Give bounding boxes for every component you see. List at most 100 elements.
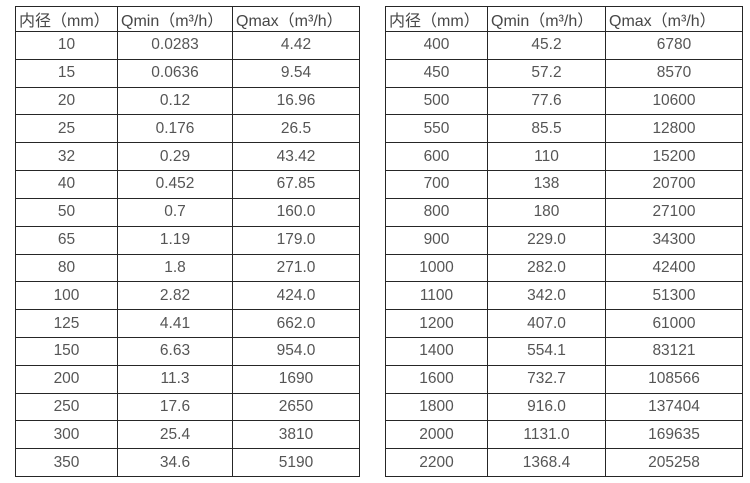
- cell-qmin: 282.0: [487, 253, 606, 283]
- table-row: 32 0.29 43.42: [15, 142, 360, 172]
- cell-diameter: 1200: [385, 309, 488, 338]
- table-row: 10 0.0283 4.42: [15, 31, 360, 60]
- cell-qmin: 77.6: [487, 86, 606, 116]
- cell-diameter: 125: [15, 309, 118, 338]
- cell-qmin: 554.1: [487, 336, 606, 366]
- cell-diameter: 1600: [385, 364, 488, 394]
- cell-qmin: 34.6: [117, 448, 233, 477]
- cell-qmin: 57.2: [487, 58, 606, 88]
- table-row: 150 6.63 954.0: [15, 336, 360, 366]
- table-header: 内径（mm） Qmin（m³/h） Qmax（m³/h）: [15, 6, 360, 32]
- cell-diameter: 600: [385, 142, 488, 172]
- cell-diameter: 15: [15, 58, 118, 88]
- cell-diameter: 1400: [385, 336, 488, 366]
- cell-qmin: 407.0: [487, 309, 606, 338]
- cell-diameter: 800: [385, 197, 488, 227]
- column-header-qmin: Qmin（m³/h）: [117, 6, 233, 32]
- cell-diameter: 550: [385, 114, 488, 144]
- cell-qmax: 9.54: [232, 58, 360, 88]
- cell-qmax: 4.42: [232, 31, 360, 60]
- column-header-qmax: Qmax（m³/h）: [232, 6, 360, 32]
- cell-qmax: 179.0: [232, 225, 360, 255]
- cell-diameter: 100: [15, 281, 118, 311]
- flow-spec-table-large-diameters: 内径（mm） Qmin（m³/h） Qmax（m³/h） 400 45.2 6780 45…: [385, 6, 743, 477]
- cell-qmax: 67.85: [232, 170, 360, 199]
- cell-qmin: 0.12: [117, 86, 233, 116]
- cell-diameter: 32: [15, 142, 118, 172]
- cell-diameter: 1000: [385, 253, 488, 283]
- table-row: 450 57.2 8570: [385, 58, 743, 88]
- table-row: 65 1.19 179.0: [15, 225, 360, 255]
- cell-qmax: 205258: [605, 448, 743, 477]
- cell-qmin: 1368.4: [487, 448, 606, 477]
- cell-qmin: 0.176: [117, 114, 233, 144]
- table-row: 700 138 20700: [385, 170, 743, 199]
- table-row: 125 4.41 662.0: [15, 309, 360, 338]
- table-row: 350 34.6 5190: [15, 448, 360, 477]
- cell-qmin: 138: [487, 170, 606, 199]
- cell-qmax: 10600: [605, 86, 743, 116]
- cell-qmax: 61000: [605, 309, 743, 338]
- cell-qmax: 1690: [232, 364, 360, 394]
- cell-diameter: 300: [15, 420, 118, 450]
- cell-qmax: 2650: [232, 392, 360, 422]
- cell-qmax: 20700: [605, 170, 743, 199]
- table-row: 500 77.6 10600: [385, 86, 743, 116]
- table-row: 100 2.82 424.0: [15, 281, 360, 311]
- cell-qmin: 11.3: [117, 364, 233, 394]
- table-row: 250 17.6 2650: [15, 392, 360, 422]
- cell-qmin: 916.0: [487, 392, 606, 422]
- cell-diameter: 200: [15, 364, 118, 394]
- cell-diameter: 1800: [385, 392, 488, 422]
- cell-qmax: 271.0: [232, 253, 360, 283]
- table-row: 40 0.452 67.85: [15, 170, 360, 199]
- table-row: 800 180 27100: [385, 197, 743, 227]
- table-row: 2200 1368.4 205258: [385, 448, 743, 477]
- cell-qmin: 25.4: [117, 420, 233, 450]
- cell-qmax: 3810: [232, 420, 360, 450]
- cell-qmax: 43.42: [232, 142, 360, 172]
- cell-diameter: 10: [15, 31, 118, 60]
- cell-diameter: 400: [385, 31, 488, 60]
- table-row: 900 229.0 34300: [385, 225, 743, 255]
- column-header-qmin: Qmin（m³/h）: [487, 6, 606, 32]
- cell-qmax: 160.0: [232, 197, 360, 227]
- table-row: 15 0.0636 9.54: [15, 58, 360, 88]
- cell-diameter: 2000: [385, 420, 488, 450]
- cell-qmin: 732.7: [487, 364, 606, 394]
- cell-diameter: 2200: [385, 448, 488, 477]
- cell-qmin: 0.7: [117, 197, 233, 227]
- cell-diameter: 700: [385, 170, 488, 199]
- cell-qmax: 954.0: [232, 336, 360, 366]
- cell-qmin: 6.63: [117, 336, 233, 366]
- cell-diameter: 50: [15, 197, 118, 227]
- cell-qmax: 15200: [605, 142, 743, 172]
- cell-qmax: 662.0: [232, 309, 360, 338]
- cell-qmin: 45.2: [487, 31, 606, 60]
- cell-diameter: 80: [15, 253, 118, 283]
- table-row: 1100 342.0 51300: [385, 281, 743, 311]
- cell-diameter: 25: [15, 114, 118, 144]
- table-row: 2000 1131.0 169635: [385, 420, 743, 450]
- table-row: 20 0.12 16.96: [15, 86, 360, 116]
- cell-qmax: 6780: [605, 31, 743, 60]
- cell-diameter: 1100: [385, 281, 488, 311]
- table-header: 内径（mm） Qmin（m³/h） Qmax（m³/h）: [385, 6, 743, 32]
- cell-qmin: 4.41: [117, 309, 233, 338]
- cell-diameter: 450: [385, 58, 488, 88]
- cell-qmin: 1.8: [117, 253, 233, 283]
- table-row: 80 1.8 271.0: [15, 253, 360, 283]
- table-row: 50 0.7 160.0: [15, 197, 360, 227]
- header-row: 内径（mm） Qmin（m³/h） Qmax（m³/h）: [385, 6, 743, 32]
- cell-qmin: 180: [487, 197, 606, 227]
- table-row: 1800 916.0 137404: [385, 392, 743, 422]
- table-row: 200 11.3 1690: [15, 364, 360, 394]
- cell-qmin: 17.6: [117, 392, 233, 422]
- cell-diameter: 250: [15, 392, 118, 422]
- cell-qmin: 110: [487, 142, 606, 172]
- cell-diameter: 150: [15, 336, 118, 366]
- table-row: 1200 407.0 61000: [385, 309, 743, 338]
- cell-qmax: 34300: [605, 225, 743, 255]
- cell-qmax: 16.96: [232, 86, 360, 116]
